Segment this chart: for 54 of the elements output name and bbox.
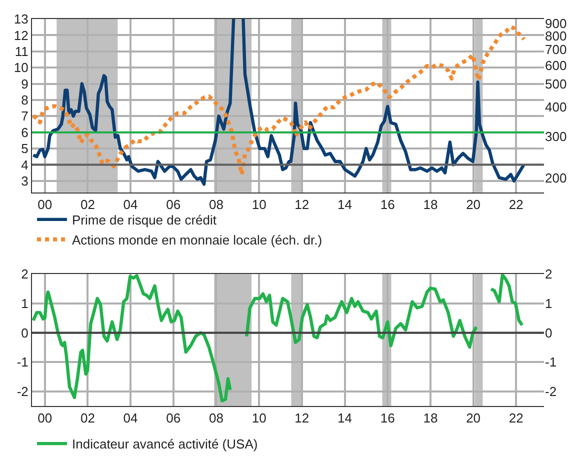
y-tick-label: 9 [21,76,28,92]
x-tick-label: 16 [380,410,395,426]
y-tick-label: -1 [16,354,28,370]
y-tick-label: 5 [21,141,28,156]
y-tick-label: 6 [21,124,28,140]
x-tick-label: 22 [508,196,524,212]
x-tick-label: 20 [466,410,481,426]
x-tick-label: 18 [423,196,438,212]
x-tick-label: 06 [166,196,181,212]
y-tick-label: 10 [14,60,28,76]
y2-tick-label: 0 [545,325,552,340]
y-tick-label: 12 [14,28,28,43]
y-tick-label: 4 [21,157,28,172]
y-tick-label: 8 [21,92,28,108]
y-tick-label: 2 [21,266,28,282]
y-tick-label: -2 [16,384,28,399]
y2-tick-label: 600 [545,58,567,73]
y-tick-label: 11 [14,44,28,59]
legend-label: Prime de risque de crédit [72,212,217,228]
y2-tick-label: 500 [545,76,567,92]
y2-tick-label: -2 [545,384,557,399]
x-tick-label: 18 [423,410,438,426]
x-tick-label: 02 [80,196,95,212]
legend-label: Indicateur avancé activité (USA) [72,436,258,452]
y2-tick-label: 300 [545,128,567,144]
y-tick-label: 3 [21,173,28,188]
y2-tick-label: -1 [545,354,557,370]
x-tick-label: 02 [80,410,95,426]
x-tick-label: 22 [508,410,524,426]
x-tick-label: 20 [466,196,481,212]
y-tick-label: 0 [21,325,28,340]
y-tick-label: 7 [21,108,28,124]
x-tick-label: 12 [294,196,310,212]
x-tick-label: 14 [338,196,352,212]
y2-tick-label: 200 [545,170,567,186]
x-tick-label: 16 [380,196,395,212]
x-tick-label: 10 [252,196,266,212]
x-tick-label: 00 [38,410,52,426]
y2-tick-label: 700 [545,42,567,58]
y-tick-label: 1 [21,296,28,312]
x-tick-label: 06 [166,410,181,426]
x-tick-label: 04 [123,410,138,426]
y2-tick-label: 400 [545,99,567,114]
x-tick-label: 14 [338,410,352,426]
x-tick-label: 00 [38,196,52,212]
legend-label: Actions monde en monnaie locale (éch. dr.) [72,232,322,248]
x-tick-label: 10 [252,410,266,426]
x-tick-label: 04 [123,196,138,212]
x-tick-label: 12 [294,410,310,426]
y2-tick-label: 1 [545,296,552,312]
y-tick-label: 13 [14,12,28,27]
x-tick-label: 08 [208,410,224,426]
x-tick-label: 08 [208,196,224,212]
y2-tick-label: 2 [545,266,552,282]
